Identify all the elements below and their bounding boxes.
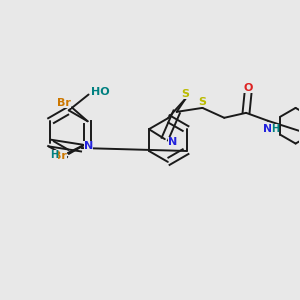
Text: Br: Br [53,151,67,161]
Text: Br: Br [57,98,71,108]
Text: N: N [263,124,272,134]
Text: HO: HO [91,86,110,97]
Text: S: S [182,88,190,98]
Text: O: O [243,83,253,93]
Text: H: H [271,124,279,134]
Text: S: S [199,97,206,107]
Text: H: H [50,150,58,160]
Text: N: N [84,141,93,151]
Text: N: N [168,137,177,147]
